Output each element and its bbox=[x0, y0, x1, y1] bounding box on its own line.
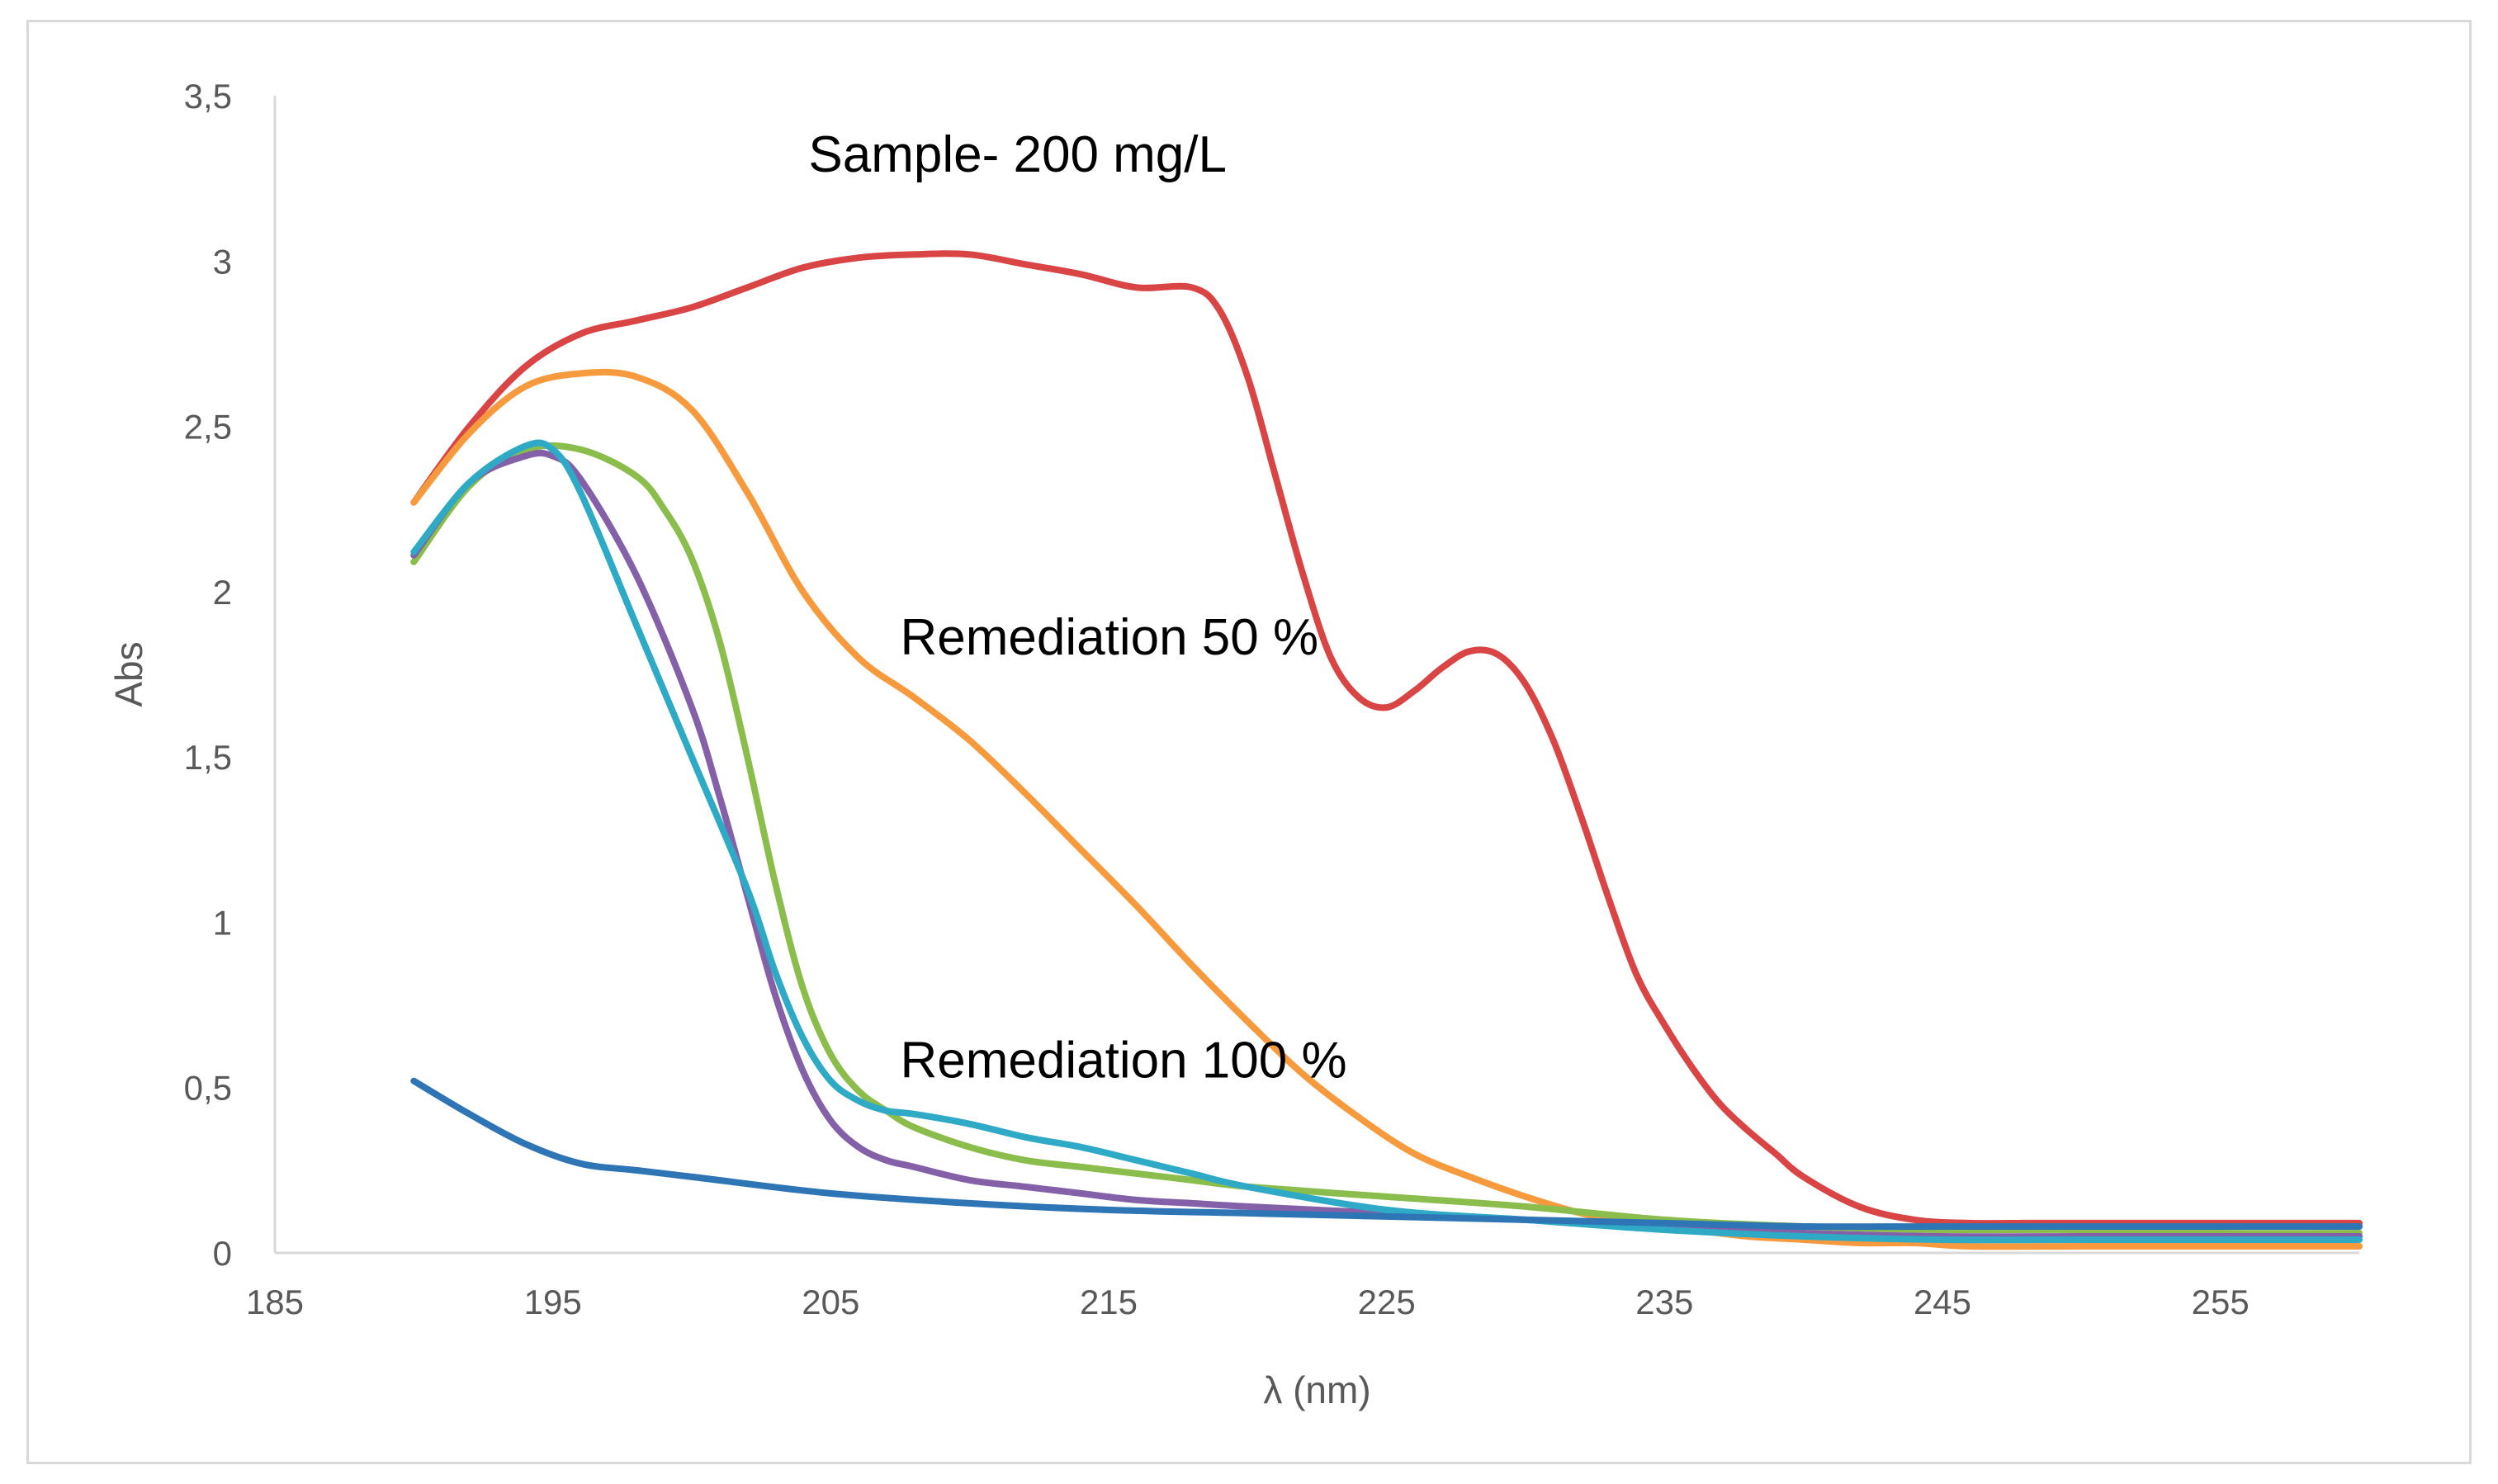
x-tick-label: 195 bbox=[524, 1283, 582, 1321]
series-line-3 bbox=[410, 442, 2363, 1237]
annotation-label: Remediation 50 % bbox=[901, 609, 1319, 666]
annotations: Sample- 200 mg/L Remediation 50 % Remediat… bbox=[808, 126, 1346, 1089]
y-tick-labels: 0 0,5 1 1,5 2 2,5 3 3,5 bbox=[184, 77, 232, 1273]
axes bbox=[273, 96, 2359, 1255]
series-line-5 bbox=[410, 439, 2363, 1244]
annotation-label: Sample- 200 mg/L bbox=[808, 126, 1227, 183]
series-line-2 bbox=[410, 368, 2363, 1250]
x-tick-label: 255 bbox=[2192, 1283, 2250, 1321]
x-tick-label: 245 bbox=[1914, 1283, 1971, 1321]
y-tick-label: 2,5 bbox=[184, 408, 232, 447]
series-lines bbox=[410, 250, 2363, 1250]
y-tick-label: 1,5 bbox=[184, 738, 232, 777]
series-line-6 bbox=[410, 1077, 2363, 1231]
x-tick-label: 225 bbox=[1358, 1283, 1416, 1321]
y-tick-label: 0 bbox=[213, 1234, 232, 1273]
y-tick-label: 3 bbox=[213, 242, 232, 281]
y-tick-label: 3,5 bbox=[184, 77, 232, 116]
y-tick-label: 2 bbox=[213, 573, 232, 612]
x-tick-label: 185 bbox=[246, 1283, 304, 1321]
x-tick-label: 205 bbox=[802, 1283, 859, 1321]
y-tick-label: 0,5 bbox=[184, 1069, 232, 1108]
x-tick-label: 235 bbox=[1635, 1283, 1693, 1321]
x-axis-title: λ (nm) bbox=[1263, 1368, 1370, 1411]
series-line-1 bbox=[410, 250, 2363, 1227]
annotation-label: Remediation 100 % bbox=[901, 1033, 1347, 1089]
y-axis-title: Abs bbox=[107, 641, 150, 707]
y-tick-label: 1 bbox=[213, 903, 232, 942]
x-tick-labels: 185 195 205 215 225 235 245 255 bbox=[246, 1283, 2250, 1321]
x-tick-label: 215 bbox=[1080, 1283, 1138, 1321]
series-line-4 bbox=[410, 449, 2363, 1241]
